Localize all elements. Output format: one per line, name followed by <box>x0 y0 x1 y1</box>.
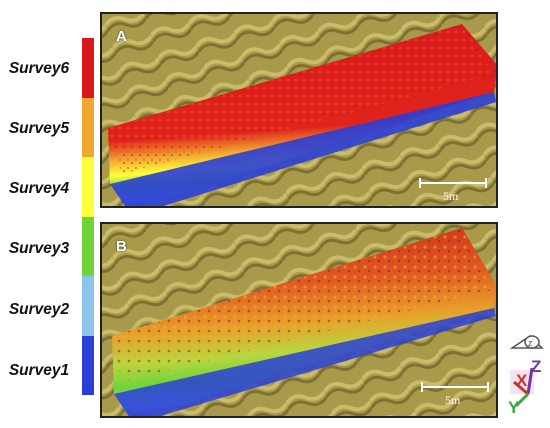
panel-b-scale-label: 5m <box>445 393 461 407</box>
axis-label-z: Z <box>531 357 542 376</box>
legend-swatch-survey3 <box>82 217 94 276</box>
legend-label-survey5: Survey5 <box>8 120 70 137</box>
panel-b-letter: B <box>116 238 127 255</box>
legend-label-survey1: Survey1 <box>8 362 70 379</box>
legend-swatch-survey4 <box>82 157 94 217</box>
panel-a: A 5m <box>100 12 498 208</box>
panel-a-letter: A <box>116 28 127 45</box>
legend-color-bar <box>82 38 94 395</box>
legend-swatch-survey5 <box>82 98 94 157</box>
panel-b: B 5m <box>100 222 498 418</box>
svg-text:z: z <box>528 338 533 348</box>
legend-label-survey2: Survey2 <box>8 301 70 318</box>
axes-triad-icon <box>510 367 534 408</box>
panel-b-pointcloud-image <box>102 224 496 416</box>
legend-swatch-survey6 <box>82 38 94 98</box>
legend-swatch-survey1 <box>82 336 94 395</box>
axis-label-y: Y <box>508 398 520 417</box>
legend-swatch-survey2 <box>82 276 94 336</box>
view-orientation-icon: z <box>509 335 544 349</box>
panel-a-pointcloud-image <box>102 14 496 206</box>
panel-a-scale-label: 5m <box>443 189 459 203</box>
axis-label-x: X <box>516 371 528 390</box>
legend-label-survey3: Survey3 <box>8 240 70 257</box>
legend-label-survey6: Survey6 <box>8 60 70 77</box>
legend-label-survey4: Survey4 <box>8 180 70 197</box>
